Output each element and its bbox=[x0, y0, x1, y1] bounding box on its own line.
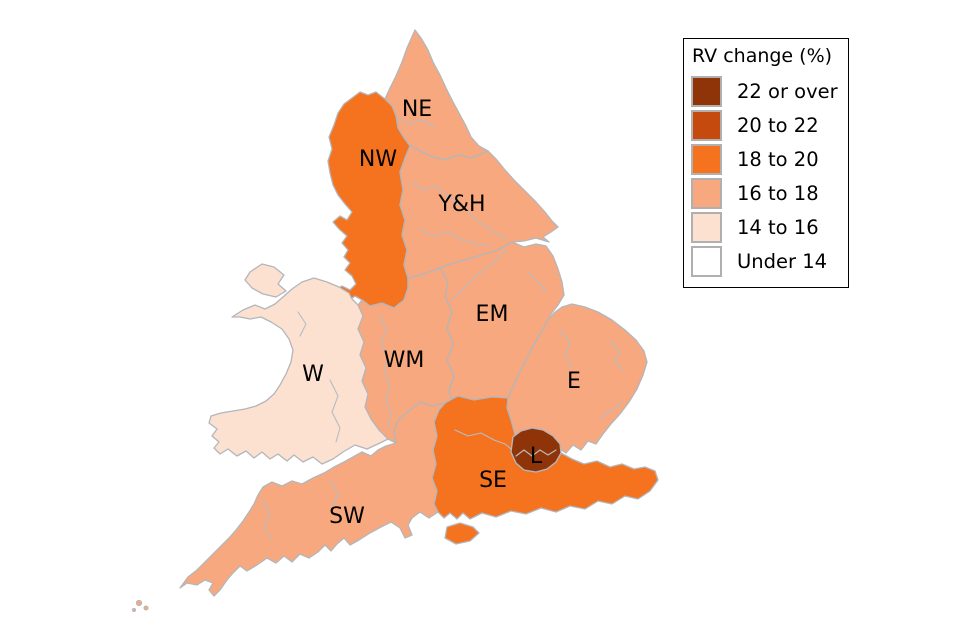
river-wye bbox=[329, 379, 341, 443]
river-exe bbox=[329, 479, 339, 509]
legend-item-label: 16 to 18 bbox=[737, 181, 819, 205]
region-sw-isles-of-scilly bbox=[132, 599, 149, 612]
river-trent bbox=[451, 249, 507, 301]
region-se-isle-of-wight bbox=[444, 522, 480, 545]
legend-item: 16 to 18 bbox=[691, 177, 842, 209]
river-tamar bbox=[261, 499, 273, 541]
legend-item-label: 14 to 16 bbox=[737, 215, 819, 239]
legend-title: RV change (%) bbox=[692, 45, 833, 67]
river-aire bbox=[419, 229, 491, 247]
river-severn bbox=[379, 315, 392, 429]
river-lines bbox=[261, 117, 625, 541]
region-shapes bbox=[132, 29, 659, 612]
legend-swatch-14-to-16 bbox=[691, 211, 722, 243]
legend-item-label: Under 14 bbox=[737, 249, 828, 273]
region-label-e: E bbox=[567, 369, 581, 394]
legend-item-label: 18 to 20 bbox=[737, 147, 819, 171]
legend-box: RV change (%) 22 or over 20 to 22 18 to … bbox=[683, 38, 849, 288]
legend-item-label: 22 or over bbox=[737, 79, 838, 103]
legend-swatch-16-to-18 bbox=[691, 177, 722, 209]
legend-item: 18 to 20 bbox=[691, 143, 842, 175]
region-w-anglesey bbox=[244, 263, 287, 298]
legend-item: 20 to 22 bbox=[691, 109, 842, 141]
region-label-sw: SW bbox=[329, 504, 365, 529]
legend-swatch-20-to-22 bbox=[691, 109, 722, 141]
legend-item: 14 to 16 bbox=[691, 211, 842, 243]
region-l bbox=[510, 427, 562, 473]
region-label-nw: NW bbox=[359, 147, 397, 172]
region-label-em: EM bbox=[476, 302, 509, 327]
river-tyne bbox=[397, 117, 435, 128]
legend-item: Under 14 bbox=[691, 245, 842, 277]
river-stour bbox=[599, 401, 623, 419]
river-witham bbox=[527, 271, 547, 293]
region-label-se: SE bbox=[479, 468, 507, 493]
region-sw bbox=[179, 401, 446, 597]
region-labels: NE NW Y&H EM WM W E SE L SW bbox=[302, 97, 581, 529]
river-ouse bbox=[411, 181, 507, 239]
region-w-mainland bbox=[208, 277, 389, 465]
region-label-wm: WM bbox=[384, 348, 425, 373]
legend-item: 22 or over bbox=[691, 75, 842, 107]
legend-swatch-22-or-over bbox=[691, 75, 722, 107]
river-thames-london bbox=[515, 449, 557, 457]
region-nw bbox=[327, 91, 411, 309]
river-dyfi bbox=[297, 311, 307, 337]
region-label-ne: NE bbox=[402, 97, 432, 122]
legend-item-label: 20 to 22 bbox=[737, 113, 819, 137]
river-thames-upper bbox=[454, 429, 512, 450]
river-great-ouse bbox=[559, 329, 573, 369]
region-label-yh: Y&H bbox=[437, 192, 485, 217]
region-label-l: L bbox=[530, 444, 543, 469]
legend-swatch-18-to-20 bbox=[691, 143, 722, 175]
river-broads bbox=[609, 339, 625, 371]
region-label-w: W bbox=[302, 362, 324, 387]
legend-swatch-under-14 bbox=[691, 245, 722, 277]
region-yh bbox=[399, 145, 559, 279]
